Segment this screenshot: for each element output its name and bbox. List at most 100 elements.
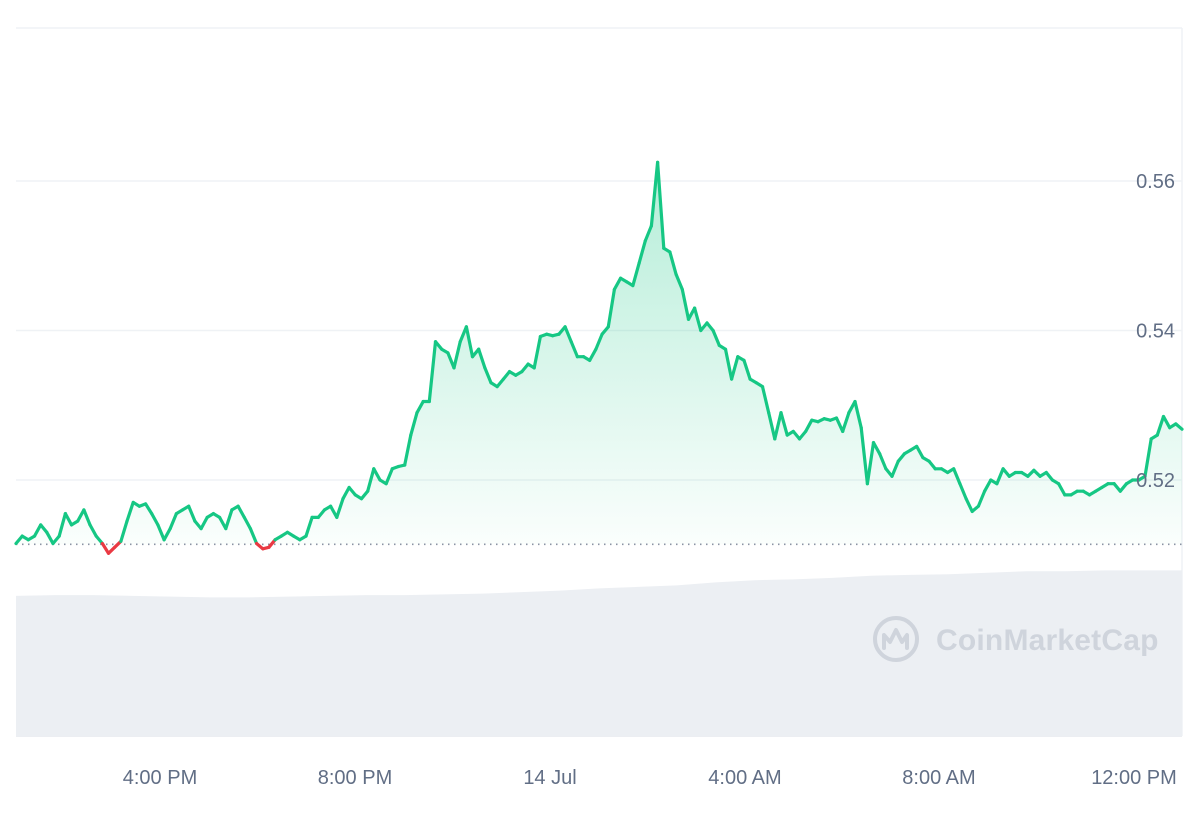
price-line-segment bbox=[125, 500, 135, 523]
price-line-segment bbox=[643, 224, 654, 243]
price-line-segment bbox=[896, 452, 907, 463]
price-line-segment bbox=[501, 370, 512, 381]
price-line-segment bbox=[915, 444, 925, 460]
price-line-segment bbox=[168, 511, 178, 531]
price-line-segment bbox=[569, 340, 580, 359]
price-line-segment bbox=[711, 328, 721, 347]
price-line-segment bbox=[45, 530, 55, 546]
y-tick-label: 0.56 bbox=[1136, 171, 1175, 193]
price-line-segment bbox=[433, 340, 444, 351]
price-line-segment bbox=[347, 485, 357, 497]
price-line-segment bbox=[834, 416, 845, 433]
price-line-segment bbox=[649, 160, 660, 228]
x-axis-ticks: 4:00 PM 8:00 PM 14 Jul 4:00 AM 8:00 AM 12:00 … bbox=[123, 767, 1177, 789]
price-line-segment bbox=[1118, 482, 1129, 493]
price-line-segment bbox=[51, 534, 61, 546]
price-line-segment bbox=[224, 508, 234, 531]
x-tick-label: 4:00 PM bbox=[123, 767, 197, 789]
x-tick-label: 4:00 AM bbox=[708, 767, 781, 789]
price-line-segment bbox=[427, 340, 438, 404]
price-line-segment bbox=[878, 452, 888, 471]
price-line-segment bbox=[995, 467, 1005, 486]
price-line-segment bbox=[976, 489, 987, 508]
price-line-segment bbox=[853, 399, 863, 430]
price-line-segment bbox=[594, 332, 604, 351]
price-line-segment bbox=[304, 515, 314, 538]
price-line-segment bbox=[199, 515, 209, 531]
price-line-segment bbox=[248, 526, 259, 546]
price-line-segment bbox=[452, 340, 462, 370]
price-line-segment bbox=[366, 467, 376, 493]
price-line-segment bbox=[82, 508, 92, 527]
price-line-segment bbox=[958, 482, 968, 501]
x-tick-label: 14 Jul bbox=[523, 767, 576, 789]
coinmarketcap-logo-icon bbox=[873, 616, 919, 662]
volume-area bbox=[16, 570, 1182, 736]
price-line-segment bbox=[588, 347, 598, 362]
price-area-fill bbox=[16, 162, 1182, 545]
price-line-segment bbox=[1143, 437, 1153, 478]
price-line-segment bbox=[32, 523, 43, 538]
price-line-segment bbox=[409, 411, 419, 437]
y-axis-ticks: 0.56 0.54 0.52 bbox=[1136, 171, 1175, 492]
price-line-segment bbox=[773, 411, 783, 441]
price-line-segment bbox=[100, 541, 111, 555]
price-line-segment bbox=[767, 411, 777, 441]
price-line-segment bbox=[1001, 467, 1011, 478]
price-line-segment bbox=[606, 287, 617, 329]
price-line-segment bbox=[483, 366, 493, 385]
price-line-segment bbox=[631, 261, 641, 288]
price-line-segment bbox=[415, 399, 425, 415]
watermark-text: CoinMarketCap bbox=[936, 624, 1159, 657]
price-line-segment bbox=[1161, 414, 1172, 430]
price-line-segment bbox=[1155, 414, 1166, 437]
price-line-segment bbox=[63, 511, 74, 527]
price-line-segment bbox=[88, 523, 98, 538]
price-line-segment bbox=[804, 418, 814, 433]
price-line-segment bbox=[871, 441, 882, 456]
price-line-segment bbox=[119, 519, 129, 543]
price-line-segment bbox=[865, 441, 876, 486]
price-line-segment bbox=[532, 334, 543, 370]
price-line-segment bbox=[384, 467, 394, 486]
price-line-segment bbox=[680, 287, 691, 321]
price-line-segment bbox=[156, 523, 166, 542]
price-line-segment bbox=[335, 497, 345, 520]
price-line-segment bbox=[403, 433, 413, 467]
price-line-segment bbox=[316, 508, 327, 520]
price-line-segment bbox=[760, 385, 771, 415]
price-line-segment bbox=[359, 489, 370, 501]
price-line-segment bbox=[674, 272, 684, 291]
price-line-segment bbox=[668, 250, 678, 276]
price-line-segment bbox=[797, 429, 808, 441]
price-line-segment bbox=[162, 526, 172, 542]
price-line-segment bbox=[341, 485, 351, 501]
price-line-segment bbox=[841, 411, 851, 433]
x-tick-label: 8:00 AM bbox=[902, 767, 975, 789]
x-tick-label: 8:00 PM bbox=[318, 767, 392, 789]
price-line-segment bbox=[57, 511, 68, 538]
price-line bbox=[14, 160, 1184, 555]
price-line-segment bbox=[563, 325, 573, 344]
price-line-segment bbox=[76, 508, 86, 523]
volume-area-shape bbox=[16, 570, 1182, 736]
price-line-segment bbox=[964, 497, 974, 513]
price-line-segment bbox=[144, 502, 154, 516]
price-line-segment bbox=[779, 411, 789, 437]
price-line-segment bbox=[477, 347, 487, 370]
price-line-segment bbox=[637, 239, 647, 265]
price-line-segment bbox=[464, 325, 475, 359]
price-line-segment bbox=[952, 467, 962, 486]
price-line-segment bbox=[890, 459, 900, 478]
price-line-segment bbox=[600, 325, 610, 336]
price-line-segment bbox=[859, 426, 870, 486]
price-line-segment bbox=[267, 538, 277, 549]
y-tick-label: 0.54 bbox=[1136, 321, 1175, 343]
price-line-segment bbox=[729, 355, 740, 381]
price-line-segment bbox=[236, 504, 246, 520]
price-line-segment bbox=[742, 358, 752, 381]
watermark: CoinMarketCap bbox=[873, 616, 1159, 662]
y-tick-label: 0.52 bbox=[1136, 470, 1175, 492]
